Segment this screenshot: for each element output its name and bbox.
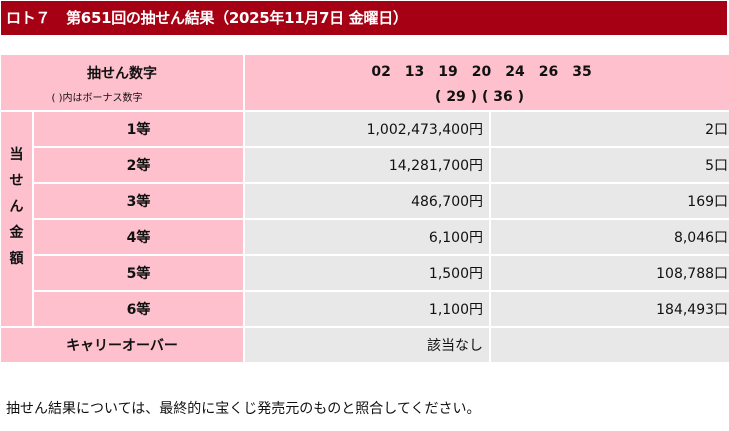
results-title-bar: ロト７ 第651回の抽せん結果（2025年11月7日 金曜日） (1, 1, 727, 35)
prize-row-4: 4等 6,100円 8,046口 (1, 220, 729, 254)
bonus-note-label: ( )内はボーナス数字 (51, 93, 143, 104)
winner-count: 184,493口 (491, 292, 729, 326)
winner-count: 169口 (491, 184, 729, 218)
carryover-row: キャリーオーバー 該当なし (1, 328, 729, 362)
winner-count: 8,046口 (491, 220, 729, 254)
prize-grade: 4等 (34, 220, 244, 254)
prize-grade: 6等 (34, 292, 244, 326)
winner-count: 5口 (491, 148, 729, 182)
prize-amount: 14,281,700円 (245, 148, 490, 182)
winning-numbers-cell: 02 13 19 20 24 26 35 ( 29 ) ( 36 ) (245, 55, 729, 110)
prize-grade: 2等 (34, 148, 244, 182)
prize-row-5: 5等 1,500円 108,788口 (1, 256, 729, 290)
prize-row-1: 当 せ ん 金 額 1等 1,002,473,400円 2口 (1, 112, 729, 326)
prize-amount: 1,100円 (245, 292, 490, 326)
prize-amount: 6,100円 (245, 220, 490, 254)
prize-grade: 3等 (34, 184, 244, 218)
prize-amount: 1,500円 (245, 256, 490, 290)
carryover-value: 該当なし (245, 328, 490, 362)
prize-grade: 5等 (34, 256, 244, 290)
winning-numbers-label-cell: 抽せん数字 ( )内はボーナス数字 (1, 55, 244, 110)
prize-row-2: 2等 14,281,700円 5口 (1, 148, 729, 182)
prize-amount-section-label: 当 せ ん 金 額 (1, 112, 32, 326)
bonus-numbers: ( 29 ) ( 36 ) (435, 88, 524, 105)
carryover-label: キャリーオーバー (1, 328, 244, 362)
prize-row-3: 3等 486,700円 169口 (1, 184, 729, 218)
prize-amount: 1,002,473,400円 (245, 112, 490, 146)
game-name: ロト７ (6, 9, 51, 27)
winning-numbers-row: 抽せん数字 ( )内はボーナス数字 02 13 19 20 24 26 35 (… (1, 55, 729, 110)
draw-title: 第651回の抽せん結果（2025年11月7日 金曜日） (66, 9, 408, 27)
prize-grade: 1等 (34, 112, 244, 146)
results-table: 抽せん数字 ( )内はボーナス数字 02 13 19 20 24 26 35 (… (0, 53, 729, 364)
verification-note: 抽せん結果については、最終的に宝くじ発売元のものと照合してください。 (6, 401, 481, 417)
prize-amount: 486,700円 (245, 184, 490, 218)
prize-row-6: 6等 1,100円 184,493口 (1, 292, 729, 326)
winner-count: 108,788口 (491, 256, 729, 290)
winner-count: 2口 (491, 112, 729, 146)
winning-numbers-label: 抽せん数字 (87, 66, 157, 82)
carryover-extra (491, 328, 729, 362)
main-numbers: 02 13 19 20 24 26 35 (371, 63, 592, 80)
